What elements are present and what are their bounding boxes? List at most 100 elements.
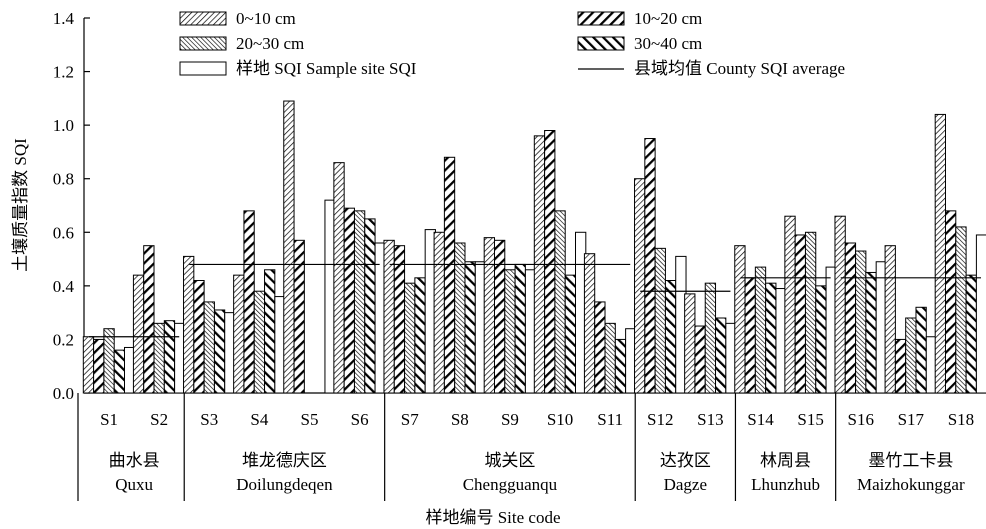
bars: [82, 100, 986, 394]
legend-swatch-site-sqi: [179, 61, 227, 76]
x-tick-label: S10: [547, 410, 573, 429]
bar-s15-0-10-cm: [784, 215, 796, 394]
x-tick-label: S16: [847, 410, 873, 429]
bar-s6-20-30-cm: [353, 210, 366, 394]
legend-label-site-sqi: 样地 SQI Sample site SQI: [236, 59, 417, 78]
bar-s9-0-10-cm: [483, 237, 495, 394]
y-tick-label: 1.4: [53, 9, 75, 28]
county-name-cn: 城关区: [484, 451, 535, 470]
bar-s11-0-10-cm: [583, 253, 596, 394]
bar-s16-0-10-cm: [834, 215, 846, 394]
bar-s11-20-30-cm: [604, 322, 616, 394]
bar-s18-20-30-cm: [955, 226, 967, 394]
bar-s11-10-20-cm: [594, 301, 606, 394]
bar-s12-30-40-cm: [664, 280, 677, 394]
bar-s17-10-20-cm: [894, 338, 907, 394]
x-tick-label: S17: [898, 410, 925, 429]
y-tick-label: 0.0: [53, 384, 74, 403]
bar-s13-30-40-cm: [715, 317, 727, 394]
bar-s1-10-20-cm: [93, 338, 105, 394]
bar-s4-20-30-cm: [253, 290, 266, 394]
bar-s3-0-10-cm: [183, 255, 195, 394]
bar-s8-20-30-cm: [454, 242, 466, 394]
bar-s2-30-40-cm: [163, 320, 176, 394]
bar-s13-10-20-cm: [694, 325, 706, 394]
county-name-en: Quxu: [115, 475, 153, 494]
county-name-cn: 达孜区: [660, 451, 711, 470]
bar-s8-30-40-cm: [464, 261, 476, 394]
bar-s14-30-40-cm: [765, 282, 777, 394]
county-average-lines: [89, 263, 981, 338]
bar-s1-30-40-cm: [113, 349, 126, 394]
bar-s15-20-30-cm: [804, 231, 817, 394]
bar-s6-30-40-cm: [364, 218, 376, 394]
bar-s6-0-10-cm: [333, 162, 345, 394]
bar-s3-20-30-cm: [203, 301, 215, 394]
legend-label-30-40: 30~40 cm: [634, 34, 702, 53]
y-axis-title: 土壤质量指数 SQI: [10, 138, 30, 272]
bar-s12-0-10-cm: [634, 178, 646, 394]
x-tick-label: S18: [948, 410, 974, 429]
bar-s2-0-10-cm: [132, 274, 145, 394]
bar-s4-30-40-cm: [264, 269, 276, 394]
bar-s11-30-40-cm: [614, 338, 627, 394]
x-tick-label: S5: [301, 410, 319, 429]
bar-s3-10-20-cm: [193, 280, 205, 394]
bar-s7-10-20-cm: [393, 245, 406, 394]
bar-s18-10-20-cm: [944, 210, 957, 394]
y-tick-label: 0.6: [53, 223, 74, 242]
bar-s17-0-10-cm: [884, 245, 896, 394]
bar-s15-10-20-cm: [794, 234, 806, 394]
bar-s17-30-40-cm: [915, 306, 927, 394]
bar-s2-10-20-cm: [143, 245, 155, 394]
bar-s5-0-10-cm: [283, 100, 295, 394]
x-tick-label: S2: [150, 410, 168, 429]
bar-s3-30-40-cm: [213, 309, 226, 394]
county-name-cn: 林周县: [760, 451, 811, 470]
x-tick-label: S6: [351, 410, 369, 429]
bar-s2-20-30-cm: [153, 322, 165, 394]
bar-s17-20-30-cm: [905, 317, 917, 394]
legend-swatch-20-30: [179, 36, 227, 51]
y-tick-label: 1.0: [53, 116, 74, 135]
county-name-en: Chengguanqu: [463, 475, 558, 494]
bar-s13-20-30-cm: [704, 282, 717, 394]
x-axis-title: 样地编号 Site code: [425, 508, 560, 527]
legend-label-20-30: 20~30 cm: [236, 34, 304, 53]
x-tick-label: S1: [100, 410, 118, 429]
x-tick-label: S7: [401, 410, 419, 429]
county-name-cn: 墨竹工卡县: [868, 451, 953, 470]
bar-s14-10-20-cm: [744, 277, 756, 394]
bar-s10-30-40-cm: [564, 274, 577, 394]
bar-s14-0-10-cm: [734, 245, 746, 394]
bar-s7-30-40-cm: [414, 277, 426, 394]
bar-s8-10-20-cm: [443, 156, 456, 394]
y-tick-label: 0.2: [53, 330, 74, 349]
x-tick-label: S8: [451, 410, 469, 429]
county-labels: 曲水县 Quxu 堆龙德庆区 Doilungdeqen 城关区 Chengguanqu 达孜…: [109, 393, 965, 501]
bar-s12-20-30-cm: [654, 247, 666, 394]
bar-s18-0-10-cm: [934, 113, 946, 394]
legend-swatch-10-20: [577, 11, 625, 26]
y-axis-ticks: 0.0 0.2 0.4 0.6 0.8 1.0 1.2 1.4: [53, 9, 90, 403]
bar-s9-30-40-cm: [514, 263, 526, 394]
y-tick-label: 0.8: [53, 170, 74, 189]
x-tick-label: S4: [250, 410, 268, 429]
county-name-en: Doilungdeqen: [236, 475, 333, 494]
county-name-en: Dagze: [664, 475, 707, 494]
county-name-en: Maizhokunggar: [857, 475, 965, 494]
x-tick-label: S11: [597, 410, 623, 429]
bar-s7-20-30-cm: [404, 282, 416, 394]
county-name-en: Lhunzhub: [751, 475, 820, 494]
x-tick-label: S15: [797, 410, 823, 429]
county-name-cn: 曲水县: [109, 451, 160, 470]
y-tick-label: 0.4: [53, 277, 75, 296]
bar-s4-10-20-cm: [243, 210, 255, 394]
bar-s10-20-30-cm: [554, 210, 566, 394]
bar-s16-20-30-cm: [855, 250, 867, 394]
legend-label-0-10: 0~10 cm: [236, 9, 296, 28]
x-axis-category-labels: S1 S2 S3 S4 S5 S6 S7 S8 S9 S10 S11 S12 S13 S14 S15 S16 S…: [100, 410, 974, 429]
bar-s18-sqi-sample-site-sqi: [975, 234, 986, 394]
bar-s12-10-20-cm: [644, 138, 656, 394]
